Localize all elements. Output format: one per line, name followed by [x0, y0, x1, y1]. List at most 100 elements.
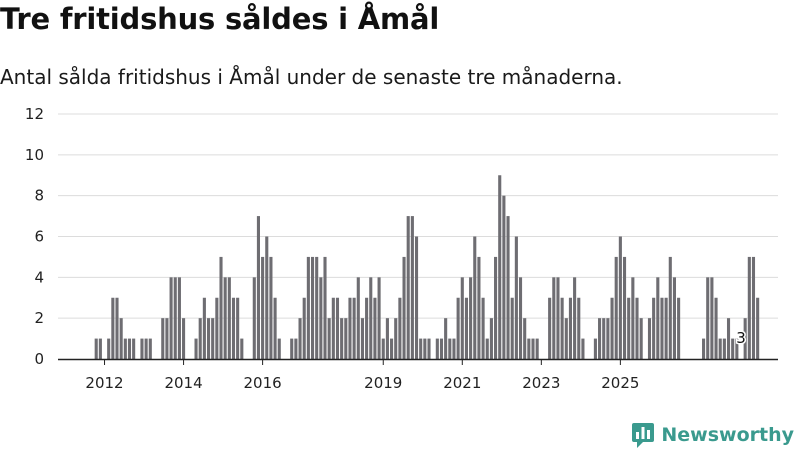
- bar: [414, 236, 419, 359]
- bar: [660, 297, 664, 359]
- bar: [498, 175, 502, 359]
- bar: [365, 297, 369, 359]
- bar: [398, 297, 402, 359]
- bar: [631, 277, 635, 359]
- y-tick-label: 4: [34, 268, 44, 286]
- bar: [115, 297, 119, 359]
- bar: [290, 338, 294, 359]
- bar: [219, 256, 223, 359]
- bar: [277, 338, 281, 359]
- bar: [327, 318, 331, 359]
- bar: [269, 256, 273, 359]
- bar-chart: 0 2 4 6 8 10 12 2012 2014 2016 2019 2021 2023 2025 3: [25, 105, 778, 392]
- bar: [747, 256, 751, 359]
- bar: [481, 297, 485, 359]
- bar: [635, 297, 639, 359]
- bar: [647, 318, 652, 359]
- bar: [726, 318, 731, 359]
- bar: [731, 338, 735, 359]
- bar: [261, 256, 265, 359]
- chart-title: Tre fritidshus såldes i Åmål: [0, 2, 440, 36]
- bar: [460, 277, 464, 359]
- bar: [577, 297, 581, 359]
- bar: [265, 236, 269, 359]
- bar: [419, 338, 423, 359]
- bar: [98, 338, 102, 359]
- bar: [352, 297, 356, 359]
- bar: [718, 338, 722, 359]
- bar: [223, 277, 227, 359]
- newsworthy-brand: Newsworthy: [631, 420, 794, 450]
- data-labels: 3: [735, 328, 748, 349]
- bar: [444, 318, 448, 359]
- bar: [161, 318, 165, 359]
- bar: [606, 318, 610, 359]
- chart-subtitle: Antal sålda fritidshus i Åmål under de s…: [0, 65, 623, 89]
- bar: [502, 195, 506, 359]
- x-tick-label: 2021: [443, 374, 481, 392]
- x-axis-ticks: 2012 2014 2016 2019 2021 2023 2025: [85, 359, 639, 392]
- bar: [231, 297, 236, 359]
- y-axis-labels: 0 2 4 6 8 10 12: [25, 105, 44, 368]
- y-tick-label: 12: [25, 105, 44, 123]
- bar: [439, 338, 444, 359]
- bar: [714, 297, 718, 359]
- bar: [111, 297, 115, 359]
- bar: [756, 297, 760, 359]
- bar: [639, 318, 643, 359]
- bar: [652, 297, 656, 359]
- bar: [302, 297, 306, 359]
- y-tick-label: 2: [34, 309, 44, 327]
- bar: [127, 338, 132, 359]
- bar: [252, 277, 256, 359]
- bar: [602, 318, 606, 359]
- bar: [385, 318, 389, 359]
- bar: [489, 318, 493, 359]
- bar: [573, 277, 577, 359]
- data-label: 3: [736, 329, 746, 347]
- bar: [743, 318, 747, 359]
- x-tick-label: 2016: [244, 374, 282, 392]
- bar: [211, 318, 215, 359]
- bar: [618, 236, 622, 359]
- bar: [506, 216, 510, 359]
- bar: [435, 338, 439, 359]
- bar: [294, 338, 298, 359]
- bar: [448, 338, 452, 359]
- bar: [627, 297, 631, 359]
- bar: [556, 277, 560, 359]
- bar: [406, 216, 410, 359]
- bar: [323, 256, 327, 359]
- bar: [423, 338, 427, 359]
- bar: [194, 338, 198, 359]
- bar: [377, 277, 381, 359]
- bar: [485, 338, 489, 359]
- bar: [535, 338, 539, 359]
- bar: [464, 297, 468, 359]
- bar: [132, 338, 136, 359]
- bar: [672, 277, 676, 359]
- bar: [381, 338, 385, 359]
- bar: [107, 338, 111, 359]
- bar: [735, 338, 739, 359]
- bar: [173, 277, 177, 359]
- bar: [593, 338, 597, 359]
- bar: [306, 256, 310, 359]
- bar: [390, 338, 394, 359]
- x-tick-label: 2014: [164, 374, 202, 392]
- bar: [552, 277, 556, 359]
- bar: [148, 338, 152, 359]
- bar: [456, 297, 460, 359]
- bar: [315, 256, 319, 359]
- bar: [360, 318, 364, 359]
- x-tick-label: 2019: [364, 374, 402, 392]
- x-tick-label: 2012: [85, 374, 123, 392]
- bar: [215, 297, 219, 359]
- bar: [706, 277, 710, 359]
- x-tick-label: 2023: [522, 374, 560, 392]
- bar: [410, 216, 414, 359]
- bar: [348, 297, 352, 359]
- bar: [165, 318, 169, 359]
- bar: [668, 256, 672, 359]
- bars: [94, 175, 760, 359]
